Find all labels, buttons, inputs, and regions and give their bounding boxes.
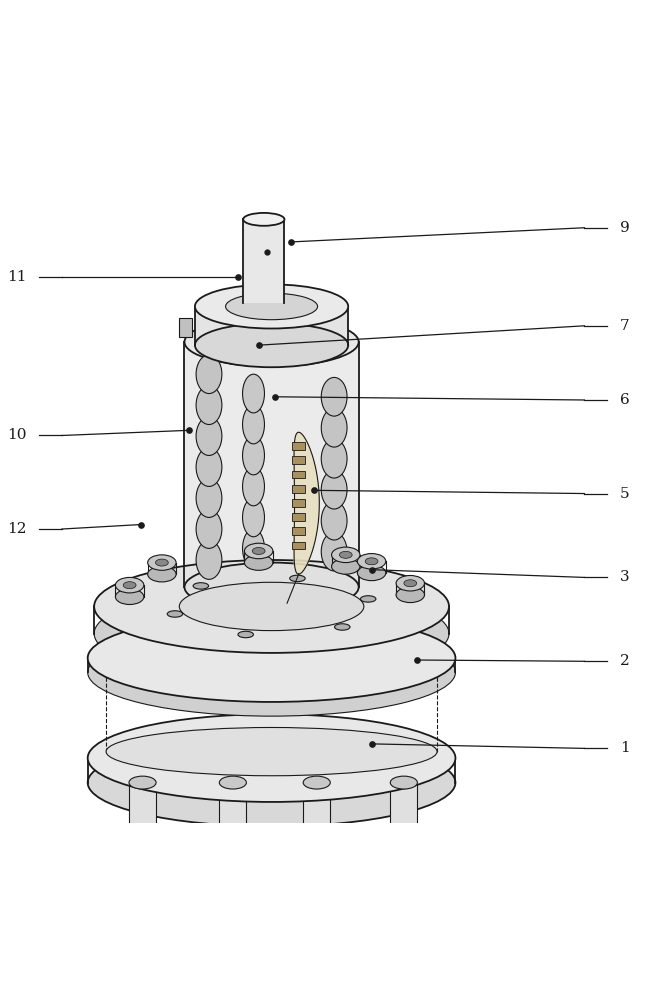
- Ellipse shape: [242, 405, 265, 444]
- Text: 11: 11: [7, 270, 26, 284]
- Ellipse shape: [321, 532, 347, 571]
- Ellipse shape: [321, 439, 347, 478]
- Text: 12: 12: [7, 522, 26, 536]
- Ellipse shape: [404, 580, 417, 587]
- Ellipse shape: [242, 498, 265, 537]
- Ellipse shape: [365, 558, 378, 565]
- Ellipse shape: [390, 828, 417, 841]
- Bar: [292, 527, 305, 535]
- Ellipse shape: [321, 470, 347, 509]
- Ellipse shape: [321, 408, 347, 447]
- Polygon shape: [129, 783, 156, 834]
- Ellipse shape: [219, 776, 246, 789]
- Ellipse shape: [358, 554, 386, 569]
- Ellipse shape: [243, 213, 284, 226]
- Ellipse shape: [196, 448, 222, 486]
- Ellipse shape: [303, 828, 330, 841]
- Ellipse shape: [243, 297, 284, 310]
- Ellipse shape: [360, 596, 376, 602]
- Polygon shape: [243, 219, 284, 303]
- Ellipse shape: [196, 386, 222, 425]
- Polygon shape: [179, 318, 192, 337]
- Text: 1: 1: [620, 741, 629, 755]
- Ellipse shape: [390, 776, 417, 789]
- Ellipse shape: [339, 551, 352, 558]
- Ellipse shape: [321, 501, 347, 540]
- Ellipse shape: [123, 582, 136, 589]
- Ellipse shape: [115, 577, 144, 593]
- Ellipse shape: [196, 541, 222, 579]
- Ellipse shape: [167, 611, 183, 617]
- Ellipse shape: [331, 559, 360, 574]
- Ellipse shape: [396, 587, 424, 603]
- Polygon shape: [303, 783, 330, 834]
- Text: 10: 10: [7, 428, 26, 442]
- Ellipse shape: [88, 628, 455, 716]
- Ellipse shape: [94, 560, 449, 653]
- Ellipse shape: [179, 582, 364, 631]
- Ellipse shape: [195, 323, 348, 367]
- Bar: [292, 485, 305, 493]
- Text: 7: 7: [620, 319, 629, 333]
- Bar: [292, 442, 305, 450]
- Ellipse shape: [196, 510, 222, 548]
- Polygon shape: [219, 783, 246, 834]
- Ellipse shape: [147, 566, 176, 582]
- Bar: [292, 499, 305, 507]
- Text: 5: 5: [620, 487, 629, 501]
- Polygon shape: [390, 783, 417, 834]
- Ellipse shape: [196, 355, 222, 394]
- Bar: [292, 513, 305, 521]
- Ellipse shape: [219, 828, 246, 841]
- Ellipse shape: [242, 467, 265, 506]
- Ellipse shape: [244, 555, 273, 570]
- Ellipse shape: [331, 547, 360, 563]
- Ellipse shape: [147, 555, 176, 570]
- Ellipse shape: [106, 727, 437, 776]
- Bar: [292, 471, 305, 478]
- Polygon shape: [294, 432, 319, 574]
- Polygon shape: [185, 342, 359, 587]
- Ellipse shape: [185, 563, 359, 612]
- Ellipse shape: [244, 543, 273, 559]
- Bar: [292, 456, 305, 464]
- Ellipse shape: [88, 614, 455, 702]
- Ellipse shape: [193, 583, 208, 589]
- Polygon shape: [195, 306, 348, 345]
- Bar: [292, 542, 305, 549]
- Ellipse shape: [238, 631, 253, 638]
- Ellipse shape: [242, 436, 265, 475]
- Ellipse shape: [185, 317, 359, 366]
- Ellipse shape: [252, 547, 265, 554]
- Ellipse shape: [396, 575, 424, 591]
- Ellipse shape: [155, 559, 168, 566]
- Ellipse shape: [129, 776, 156, 789]
- Ellipse shape: [195, 284, 348, 329]
- Ellipse shape: [335, 624, 350, 630]
- Ellipse shape: [225, 293, 318, 320]
- Text: 3: 3: [620, 570, 629, 584]
- Ellipse shape: [88, 714, 455, 802]
- Ellipse shape: [358, 565, 386, 581]
- Ellipse shape: [94, 587, 449, 680]
- Ellipse shape: [196, 417, 222, 455]
- Text: 9: 9: [620, 221, 629, 235]
- Text: 6: 6: [620, 393, 629, 407]
- Ellipse shape: [115, 589, 144, 605]
- Ellipse shape: [242, 374, 265, 413]
- Ellipse shape: [196, 479, 222, 517]
- Ellipse shape: [88, 739, 455, 826]
- Ellipse shape: [321, 377, 347, 416]
- Ellipse shape: [303, 776, 330, 789]
- Ellipse shape: [129, 828, 156, 841]
- Text: 2: 2: [620, 654, 629, 668]
- Ellipse shape: [290, 575, 305, 582]
- Ellipse shape: [242, 529, 265, 568]
